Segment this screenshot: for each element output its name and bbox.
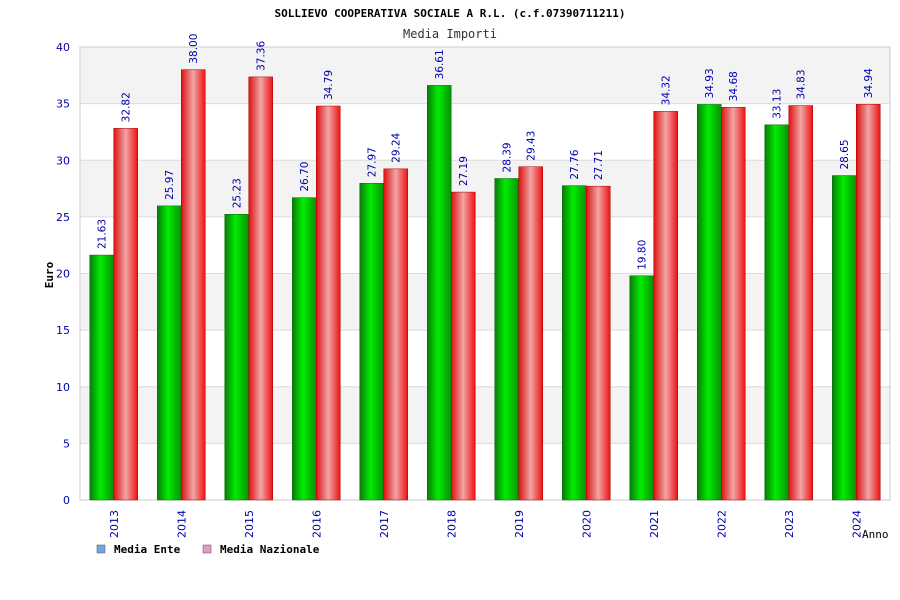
data-label-media-nazionale: 29.24 xyxy=(391,132,403,162)
bar-media-ente xyxy=(494,178,519,501)
bar-media-ente xyxy=(157,205,182,501)
grid-band xyxy=(80,330,890,387)
data-label-media-nazionale: 34.83 xyxy=(796,69,808,99)
bar-media-ente xyxy=(832,175,857,501)
data-label-media-nazionale: 34.68 xyxy=(728,71,740,101)
x-axis-ticks: 2013 2014 2015 2016 2017 2018 2019 2020 2021 2022… xyxy=(108,510,864,538)
x-tick-label: 2022 xyxy=(715,510,728,538)
data-label-media-ente: 27.76 xyxy=(569,149,581,179)
bar-media-ente xyxy=(224,214,249,501)
bar-media-nazionale xyxy=(653,111,678,501)
plot-background xyxy=(79,46,891,501)
bar-media-ente xyxy=(427,85,452,501)
x-tick-label: 2020 xyxy=(580,510,593,538)
bar-media-nazionale xyxy=(248,76,273,501)
data-label-media-nazionale: 34.32 xyxy=(661,75,673,105)
data-label-media-nazionale: 29.43 xyxy=(526,131,538,161)
y-axis-ticks: 0 5 10 15 20 25 30 35 40 xyxy=(56,41,70,507)
bar-media-nazionale xyxy=(518,166,543,501)
grid-band xyxy=(80,443,890,500)
bar-labels: 21.63 32.82 25.97 38.00 25.23 37.36 26.70 34.79… xyxy=(97,34,876,270)
bar-media-ente xyxy=(89,254,114,501)
chart-subtitle: Media Importi xyxy=(403,27,497,41)
grid-band xyxy=(80,216,890,274)
x-tick-label: 2014 xyxy=(175,510,188,538)
data-label-media-ente: 21.63 xyxy=(97,219,109,249)
chart-title: SOLLIEVO COOPERATIVA SOCIALE A R.L. (c.f… xyxy=(275,7,626,20)
y-tick-label: 30 xyxy=(56,154,70,167)
data-label-media-nazionale: 34.79 xyxy=(323,70,335,100)
bar-media-ente xyxy=(292,197,317,501)
x-tick-label: 2019 xyxy=(513,510,526,538)
bar-media-nazionale xyxy=(383,168,408,501)
data-label-media-nazionale: 37.36 xyxy=(256,41,268,71)
grid-band xyxy=(80,160,890,217)
y-tick-label: 5 xyxy=(63,437,70,450)
grid-band xyxy=(80,386,890,444)
x-tick-label: 2013 xyxy=(108,510,121,538)
y-tick-label: 20 xyxy=(56,268,70,281)
y-tick-label: 10 xyxy=(56,381,70,394)
data-label-media-ente: 25.97 xyxy=(164,170,176,200)
legend-label-media-nazionale: Media Nazionale xyxy=(220,543,320,556)
x-axis-label: Anno xyxy=(862,528,889,541)
y-tick-label: 25 xyxy=(56,211,70,224)
data-label-media-ente: 26.70 xyxy=(299,162,311,192)
x-tick-label: 2015 xyxy=(243,510,256,538)
data-label-media-nazionale: 38.00 xyxy=(188,34,200,64)
data-label-media-nazionale: 27.19 xyxy=(458,156,470,186)
data-label-media-nazionale: 32.82 xyxy=(121,92,133,122)
bar-media-nazionale xyxy=(586,185,611,501)
data-label-media-ente: 25.23 xyxy=(232,178,244,208)
bar-media-nazionale xyxy=(181,69,206,501)
bar-media-ente xyxy=(764,124,789,501)
bars xyxy=(89,69,881,501)
x-tick-label: 2021 xyxy=(648,510,661,538)
grid-band xyxy=(80,103,890,161)
y-axis-label: Euro xyxy=(43,261,56,288)
legend-swatch-media-nazionale xyxy=(202,544,212,554)
legend: Media Ente Media Nazionale xyxy=(96,543,320,556)
bar-media-nazionale xyxy=(316,105,341,501)
y-tick-label: 15 xyxy=(56,324,70,337)
grid-band xyxy=(80,273,890,331)
x-tick-label: 2016 xyxy=(310,510,323,538)
y-tick-label: 40 xyxy=(56,41,70,54)
grid-band xyxy=(80,47,890,104)
data-label-media-ente: 27.97 xyxy=(367,147,379,177)
bar-media-nazionale xyxy=(856,104,881,501)
data-label-media-ente: 34.93 xyxy=(704,68,716,98)
bar-media-nazionale xyxy=(788,105,813,501)
y-tick-label: 0 xyxy=(63,494,70,507)
bar-media-ente xyxy=(562,185,587,501)
y-tick-label: 35 xyxy=(56,98,70,111)
x-tick-label: 2017 xyxy=(378,510,391,538)
data-label-media-ente: 36.61 xyxy=(434,49,446,79)
data-label-media-ente: 28.65 xyxy=(839,139,851,169)
x-tick-label: 2024 xyxy=(850,510,863,538)
bar-media-nazionale xyxy=(451,191,476,501)
data-label-media-nazionale: 27.71 xyxy=(593,150,605,180)
data-label-media-ente: 33.13 xyxy=(772,89,784,119)
data-label-media-ente: 19.80 xyxy=(637,240,649,270)
bar-media-nazionale xyxy=(721,106,746,501)
bar-media-ente xyxy=(359,182,384,501)
data-label-media-nazionale: 34.94 xyxy=(863,68,875,98)
plot-frame xyxy=(79,46,891,501)
x-tick-label: 2018 xyxy=(445,510,458,538)
x-tick-label: 2023 xyxy=(783,510,796,538)
bar-media-ente xyxy=(629,275,654,501)
legend-swatch-media-ente xyxy=(96,544,106,554)
data-label-media-ente: 28.39 xyxy=(502,142,514,172)
bar-media-nazionale xyxy=(113,128,138,501)
bar-media-ente xyxy=(697,104,722,501)
legend-label-media-ente: Media Ente xyxy=(114,543,181,556)
